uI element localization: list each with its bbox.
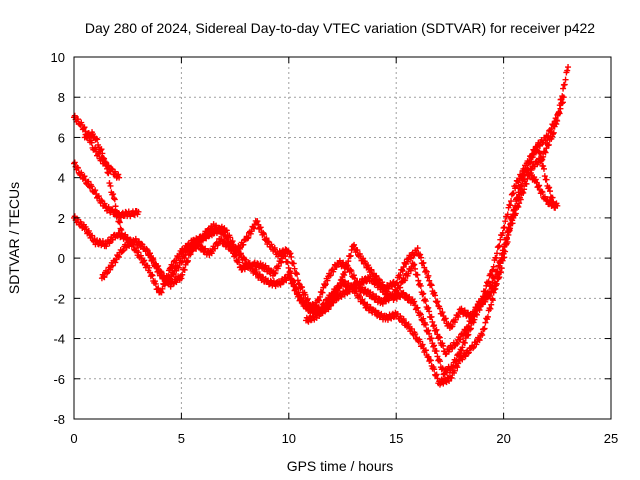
y-tick-label: -2 [53, 291, 65, 306]
grid [74, 57, 611, 419]
series-track-7 [302, 141, 559, 378]
series-track-4 [71, 64, 572, 388]
y-tick-label: 10 [51, 50, 65, 65]
y-tick-label: -6 [53, 372, 65, 387]
y-tick-label: 4 [58, 171, 65, 186]
series-track-6 [146, 162, 561, 332]
series-track-3 [81, 129, 125, 233]
data-marks [71, 64, 572, 388]
y-tick-label: 6 [58, 130, 65, 145]
point-markers [81, 129, 125, 233]
point-markers [302, 141, 559, 378]
y-tick-label: 0 [58, 251, 65, 266]
x-axis-label: GPS time / hours [287, 458, 394, 474]
x-tick-label: 25 [604, 431, 618, 446]
point-markers [98, 94, 567, 358]
x-tick-label: 20 [496, 431, 510, 446]
plot-frame [73, 56, 612, 420]
point-markers [146, 162, 561, 332]
x-tick-label: 5 [178, 431, 185, 446]
y-axis-label: SDTVAR / TECUs [6, 182, 22, 294]
y-tick-label: 2 [58, 211, 65, 226]
series-track-5 [98, 94, 567, 358]
y-tick-label: -4 [53, 332, 65, 347]
axis-ticks: 0 5 10 15 20 25 -8 -6 -4 -2 0 2 4 6 8 10 [51, 50, 619, 446]
point-markers [71, 64, 572, 388]
chart-title: Day 280 of 2024, Sidereal Day-to-day VTE… [85, 20, 595, 36]
x-tick-label: 0 [70, 431, 77, 446]
y-tick-label: -8 [53, 412, 65, 427]
x-tick-label: 10 [282, 431, 296, 446]
x-tick-label: 15 [389, 431, 403, 446]
y-tick-label: 8 [58, 90, 65, 105]
